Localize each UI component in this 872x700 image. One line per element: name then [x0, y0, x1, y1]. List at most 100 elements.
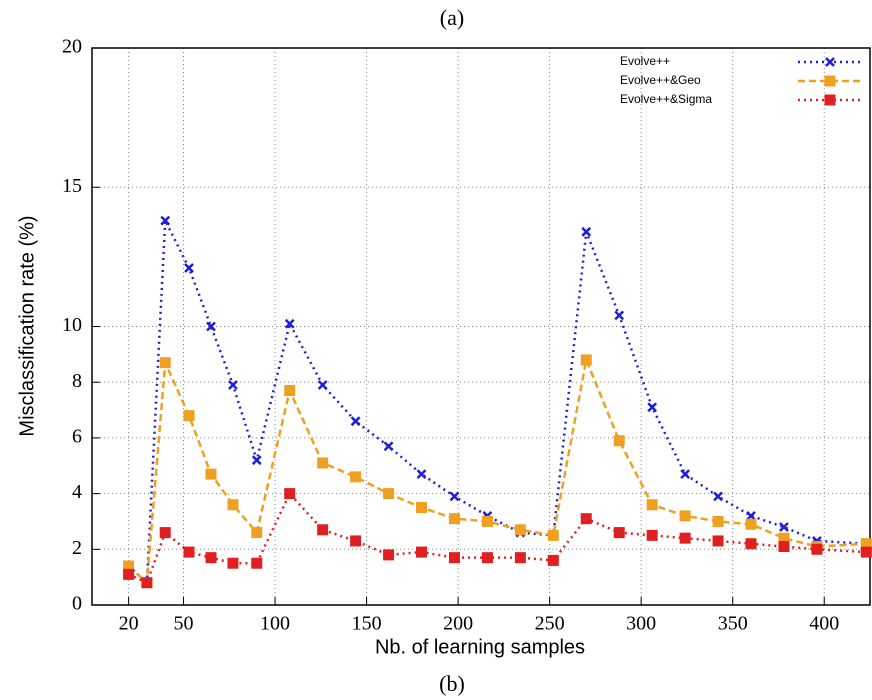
marker	[449, 491, 460, 502]
marker	[745, 518, 757, 530]
y-tick-label: 6	[72, 425, 82, 447]
marker	[184, 263, 194, 273]
marker	[251, 455, 262, 466]
marker	[284, 385, 296, 397]
marker	[183, 410, 195, 422]
marker	[811, 543, 823, 555]
marker	[614, 310, 625, 321]
series-line	[128, 491, 867, 585]
marker	[416, 502, 428, 514]
marker-shape	[680, 469, 690, 479]
marker	[350, 535, 362, 547]
marker-shape	[581, 226, 592, 237]
marker	[514, 552, 526, 564]
marker	[251, 527, 263, 539]
marker	[205, 552, 217, 564]
x-tick-label: 50	[174, 613, 194, 635]
legend-label: Evolve++&Sigma	[620, 92, 712, 106]
marker-shape	[647, 402, 658, 413]
marker	[317, 380, 328, 390]
x-tick-label: 250	[535, 613, 565, 635]
marker	[284, 488, 296, 500]
marker	[160, 215, 171, 226]
marker	[824, 94, 836, 106]
marker-shape	[416, 469, 427, 479]
marker	[712, 515, 724, 527]
marker	[227, 557, 239, 569]
marker	[227, 499, 239, 511]
x-axis-label: Nb. of learning samples	[375, 636, 585, 658]
chart-title: (a)	[440, 5, 464, 30]
marker	[547, 554, 559, 566]
marker-shape	[779, 522, 789, 532]
y-tick-label: 15	[62, 175, 82, 197]
marker-shape	[449, 491, 460, 502]
marker-shape	[228, 380, 238, 390]
legend-label: Evolve++&Geo	[620, 73, 701, 87]
marker-shape	[251, 455, 262, 466]
marker	[679, 510, 691, 522]
x-tick-label: 150	[352, 613, 382, 635]
marker	[712, 535, 724, 547]
marker-shape	[317, 380, 328, 390]
marker	[448, 513, 460, 525]
marker-shape	[614, 310, 625, 321]
marker	[860, 546, 872, 558]
marker	[206, 321, 216, 332]
marker	[123, 568, 135, 580]
marker	[383, 549, 395, 561]
marker	[778, 541, 790, 553]
y-axis-label: Misclassification rate (%)	[16, 215, 38, 436]
x-tick-label: 200	[443, 613, 473, 635]
marker	[646, 529, 658, 541]
marker	[581, 226, 592, 237]
marker	[350, 471, 362, 483]
marker	[159, 527, 171, 539]
x-tick-label: 350	[718, 613, 748, 635]
marker	[416, 546, 428, 558]
marker	[284, 318, 295, 329]
marker	[159, 357, 171, 369]
marker	[745, 538, 757, 550]
marker-shape	[746, 510, 756, 521]
marker	[825, 57, 835, 67]
marker	[713, 491, 723, 502]
marker	[514, 524, 526, 536]
marker	[547, 529, 559, 541]
marker	[647, 402, 658, 413]
marker	[183, 546, 195, 558]
legend-label: Evolve++	[620, 54, 670, 68]
marker	[779, 522, 789, 532]
marker-shape	[160, 215, 171, 226]
marker	[580, 513, 592, 525]
x-tick-label: 100	[260, 613, 290, 635]
x-tick-label: 400	[809, 613, 839, 635]
marker	[580, 354, 592, 366]
y-tick-label: 20	[62, 36, 82, 58]
marker	[746, 510, 756, 521]
marker	[383, 441, 394, 452]
marker	[481, 552, 493, 564]
marker-shape	[284, 318, 295, 329]
series-line	[127, 355, 867, 586]
marker-shape	[825, 57, 835, 67]
marker	[680, 469, 690, 479]
marker	[613, 527, 625, 539]
marker	[317, 524, 329, 536]
marker	[350, 416, 361, 427]
marker	[383, 488, 395, 500]
chart-caption: (b)	[439, 671, 465, 696]
marker	[448, 552, 460, 564]
marker	[646, 499, 658, 511]
plot-frame	[91, 47, 871, 606]
x-tick-label: 300	[626, 613, 656, 635]
marker	[141, 577, 153, 589]
marker-shape	[206, 321, 216, 332]
marker	[416, 469, 427, 479]
marker-shape	[713, 491, 723, 502]
marker	[205, 468, 217, 480]
y-tick-label: 2	[72, 537, 82, 559]
y-tick-label: 10	[62, 314, 82, 336]
marker	[613, 435, 625, 447]
